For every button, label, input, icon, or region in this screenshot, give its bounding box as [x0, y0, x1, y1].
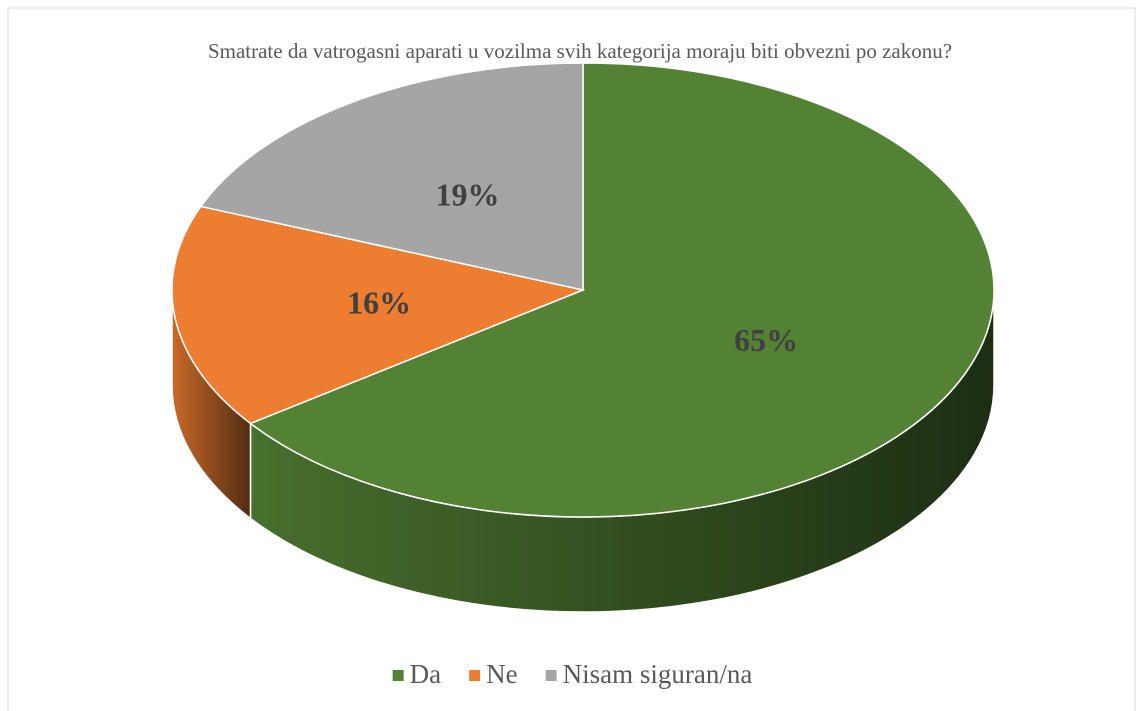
legend-swatch: [545, 670, 557, 681]
data-label: 19%: [435, 176, 499, 212]
legend: Da Ne Nisam siguran/na: [392, 659, 753, 689]
legend-swatch: [392, 670, 404, 681]
slice: [199, 62, 584, 291]
slice: [248, 62, 995, 518]
legend-swatch: [469, 670, 481, 681]
legend-label: Nisam siguran/na: [563, 659, 753, 689]
chart-title: Smatrate da vatrogasni aparati u vozilma…: [207, 39, 953, 63]
data-label: 16%: [347, 285, 411, 321]
legend-label: Da: [410, 659, 441, 689]
chart-border: [7, 7, 1136, 711]
slice: [171, 205, 586, 425]
data-label: 65%: [734, 322, 798, 358]
legend-label: Ne: [486, 659, 517, 689]
